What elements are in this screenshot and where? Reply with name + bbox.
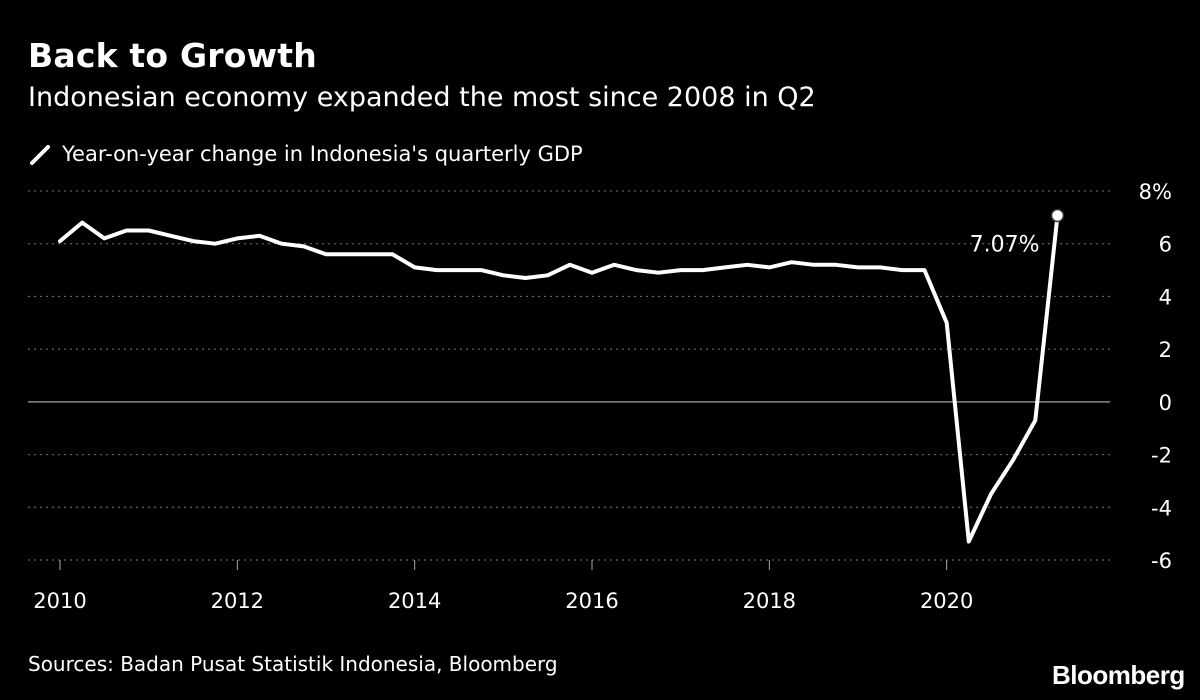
y-tick-label: -6: [1151, 549, 1172, 573]
x-tick-label: 2020: [920, 589, 973, 613]
series: [58, 208, 1065, 544]
y-tick-label: 0: [1159, 391, 1172, 415]
legend-line-icon: [30, 145, 50, 165]
y-tick-label: 4: [1159, 285, 1172, 309]
y-tick-label: -4: [1151, 496, 1172, 520]
chart-subtitle: Indonesian economy expanded the most sin…: [28, 82, 816, 113]
y-tick-label: 8%: [1139, 180, 1172, 204]
latest-point: [1050, 208, 1065, 223]
y-tick-label: 6: [1159, 233, 1172, 257]
y-tick-label: 2: [1159, 338, 1172, 362]
brand-logo: Bloomberg: [1052, 660, 1185, 690]
annotations: 7.07%: [970, 233, 1040, 258]
x-tick-label: 2018: [743, 589, 796, 613]
source-note: Sources: Badan Pusat Statistik Indonesia…: [28, 652, 558, 676]
legend: Year-on-year change in Indonesia's quart…: [28, 142, 583, 166]
series-line: [58, 213, 1060, 544]
x-tick-label: 2016: [565, 589, 618, 613]
legend-label: Year-on-year change in Indonesia's quart…: [62, 142, 583, 166]
y-axis-ticks: 8% 6 4 2 0 -2 -4 -6: [1139, 180, 1172, 573]
annotation-label: 7.07%: [970, 233, 1040, 258]
gridlines: [28, 190, 1110, 561]
x-tick-label: 2012: [211, 589, 264, 613]
x-axis-ticks: 2010 2012 2014 2016 2018 2020: [33, 560, 973, 613]
x-tick-label: 2010: [33, 589, 86, 613]
x-tick-label: 2014: [388, 589, 441, 613]
chart-title: Back to Growth: [28, 36, 317, 75]
y-tick-label: -2: [1151, 444, 1172, 468]
